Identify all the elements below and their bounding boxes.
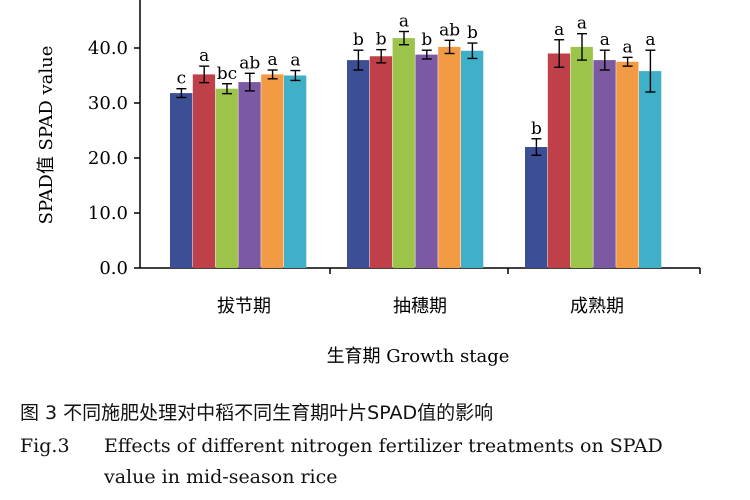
bar (238, 82, 261, 268)
bar (369, 56, 393, 268)
significance-letter: a (268, 50, 278, 70)
significance-letter: a (645, 30, 655, 50)
significance-letter: ab (439, 20, 460, 40)
y-tick-label: 20.0 (88, 148, 128, 169)
x-tick-label: 成熟期 (570, 296, 624, 317)
y-tick-label: 30.0 (88, 93, 128, 114)
significance-letter: b (421, 30, 432, 50)
y-tick-label: 0.0 (99, 258, 128, 279)
significance-letter: a (199, 46, 209, 66)
x-tick-label: 抽穗期 (393, 296, 447, 317)
y-tick-label: 40.0 (88, 38, 128, 59)
bar (284, 75, 307, 268)
bar (438, 46, 461, 269)
bar (415, 54, 438, 268)
significance-letter: c (177, 69, 187, 89)
bar (639, 71, 662, 268)
caption-chinese: 图 3 不同施肥处理对中稻不同生育期叶片SPAD值的影响 (20, 402, 494, 424)
bar (347, 60, 370, 268)
significance-letter: b (376, 30, 387, 50)
caption-english-line1: Fig.3 Effects of different nitrogen ferti… (20, 435, 750, 457)
bar (192, 74, 216, 269)
significance-letter: bc (217, 64, 237, 84)
bar (170, 93, 193, 268)
bar (616, 61, 639, 268)
bar (392, 38, 415, 268)
bar (593, 60, 616, 268)
significance-letter: b (467, 23, 478, 43)
figure-label: Fig.3 (20, 435, 70, 457)
significance-letter: a (600, 30, 610, 50)
significance-letter: a (290, 51, 300, 71)
bar (461, 50, 484, 268)
significance-letter: a (623, 37, 633, 57)
bar (261, 74, 284, 269)
bar (525, 147, 548, 268)
y-axis-label: SPAD值 SPAD value (36, 46, 57, 225)
significance-letter: a (399, 12, 409, 32)
bar (547, 53, 571, 268)
bar (570, 46, 593, 269)
significance-letter: a (577, 14, 587, 34)
x-tick-label: 拔节期 (217, 296, 271, 317)
x-axis-label: 生育期 Growth stage (327, 346, 510, 367)
caption-english-text: Effects of different nitrogen fertilizer… (104, 435, 663, 457)
y-tick-label: 10.0 (88, 203, 128, 224)
bar (215, 88, 238, 268)
significance-letter: a (554, 20, 564, 40)
significance-letter: ab (239, 53, 260, 73)
significance-letter: b (353, 30, 364, 50)
significance-letter: b (531, 119, 542, 139)
caption-english-line2: value in mid-season rice (104, 466, 338, 488)
